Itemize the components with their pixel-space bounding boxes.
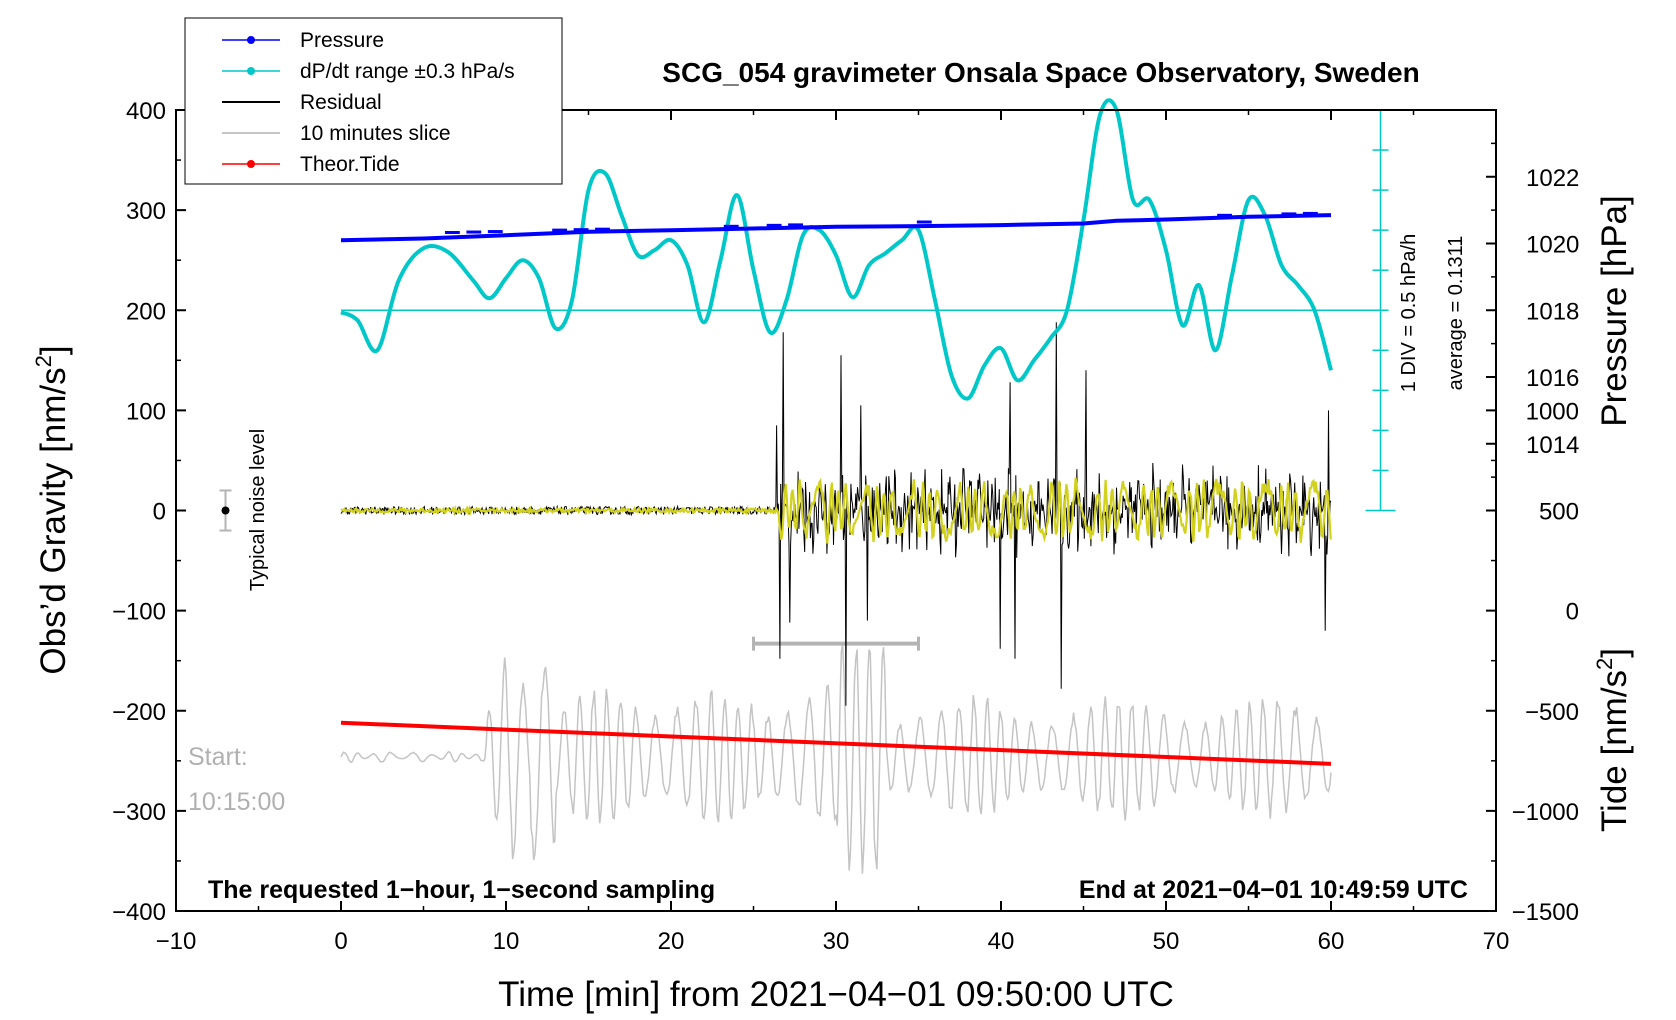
pressure-tick-label: 1018 (1526, 298, 1579, 325)
legend-label: Pressure (300, 29, 384, 52)
tide-tick-label: 0 (1566, 599, 1579, 626)
gravity-tick-label: 300 (126, 198, 166, 225)
tide-axis-label: Tide [nm/s2] (1592, 648, 1634, 832)
x-tick-label: 20 (658, 928, 685, 955)
slice-trace (340, 643, 1332, 874)
x-tick-label: 60 (1318, 928, 1345, 955)
average-label: average = 0.1311 (1445, 236, 1467, 391)
legend: Pressure dP/dt range ±0.3 hPa/s Residual 10… (184, 17, 563, 185)
tide-axis-label-main: Tide [nm/s (1595, 670, 1634, 832)
legend-label: 10 minutes slice (300, 122, 451, 145)
div-label: 1 DIV = 0.5 hPa/h (1398, 234, 1420, 392)
gravity-axis-label-end: ] (34, 345, 73, 355)
gravity-axis-label-sup: 2 (31, 355, 56, 367)
pressure-tick-label: 1022 (1526, 165, 1579, 192)
x-tick-label: −10 (156, 928, 197, 955)
tide-axis-ticks: 1000 500 0 −500 −1000 −1500 (1486, 398, 1579, 926)
x-axis-ticks: −10 0 10 20 30 40 50 60 70 (156, 110, 1510, 955)
x-tick-label: 70 (1483, 928, 1510, 955)
x-tick-label: 0 (334, 928, 347, 955)
tide-axis-label-end: ] (1595, 648, 1634, 658)
tide-tick-label: −500 (1525, 699, 1579, 726)
legend-label: Theor.Tide (300, 153, 400, 176)
pressure-tick-label: 1020 (1526, 232, 1579, 259)
x-tick-label: 40 (988, 928, 1015, 955)
gravity-tick-label: −300 (112, 799, 166, 826)
gravity-axis-label: Obs’d Gravity [nm/s2] (31, 345, 73, 674)
gravity-tick-label: −400 (112, 899, 166, 926)
legend-marker (247, 67, 255, 75)
noise-level-label: Typical noise level (247, 429, 269, 591)
gravity-tick-label: −100 (112, 599, 166, 626)
x-tick-label: 10 (493, 928, 520, 955)
tide-axis-label-sup: 2 (1592, 658, 1617, 670)
gravity-tick-label: −200 (112, 699, 166, 726)
x-axis-label: Time [min] from 2021−04−01 09:50:00 UTC (498, 975, 1174, 1014)
tide-tick-label: 1000 (1526, 398, 1579, 425)
pressure-tick-label: 1016 (1526, 365, 1579, 392)
legend-label: dP/dt range ±0.3 hPa/s (300, 60, 515, 83)
start-label: Start: (188, 743, 248, 771)
bottom-right-note: End at 2021−04−01 10:49:59 UTC (1079, 876, 1468, 904)
axes: −10 0 10 20 30 40 50 60 70 4003002001000−100−200… (112, 98, 1579, 955)
start-time: 10:15:00 (188, 788, 285, 816)
gravity-axis-ticks: 400 300 200 100 0 −100 −200 −300 −400 (112, 98, 186, 926)
gravity-tick-label: 0 (153, 499, 166, 526)
gravity-tick-label: 400 (126, 98, 166, 125)
pressure-tick-label: 1014 (1526, 432, 1579, 459)
x-tick-label: 50 (1153, 928, 1180, 955)
chart-title: SCG_054 gravimeter Onsala Space Observat… (662, 57, 1419, 88)
pressure-axis-label: Pressure [hPa] (1595, 195, 1634, 427)
tide-trace (340, 720, 1332, 766)
tide-tick-label: 500 (1539, 499, 1579, 526)
gravity-tick-label: 200 (126, 298, 166, 325)
pressure-axis-ticks: 1022 1020 1018 1016 1014 (1486, 142, 1579, 478)
legend-marker (247, 160, 255, 168)
x-tick-label: 30 (823, 928, 850, 955)
pressure-trace (340, 213, 1332, 243)
dpdt-trace (340, 98, 1333, 401)
tide-tick-label: −1000 (1512, 799, 1579, 826)
tide-tick-label: −1500 (1512, 899, 1579, 926)
noise-marker-dot (221, 506, 230, 515)
legend-label: Residual (300, 91, 382, 114)
gravity-axis-label-main: Obs’d Gravity [nm/s (34, 367, 73, 674)
legend-marker (247, 36, 255, 44)
gravity-tick-label: 100 (126, 398, 166, 425)
filtered-residual-trace (340, 477, 1332, 544)
plot-area (219, 98, 1396, 874)
bottom-left-note: The requested 1−hour, 1−second sampling (208, 876, 715, 904)
